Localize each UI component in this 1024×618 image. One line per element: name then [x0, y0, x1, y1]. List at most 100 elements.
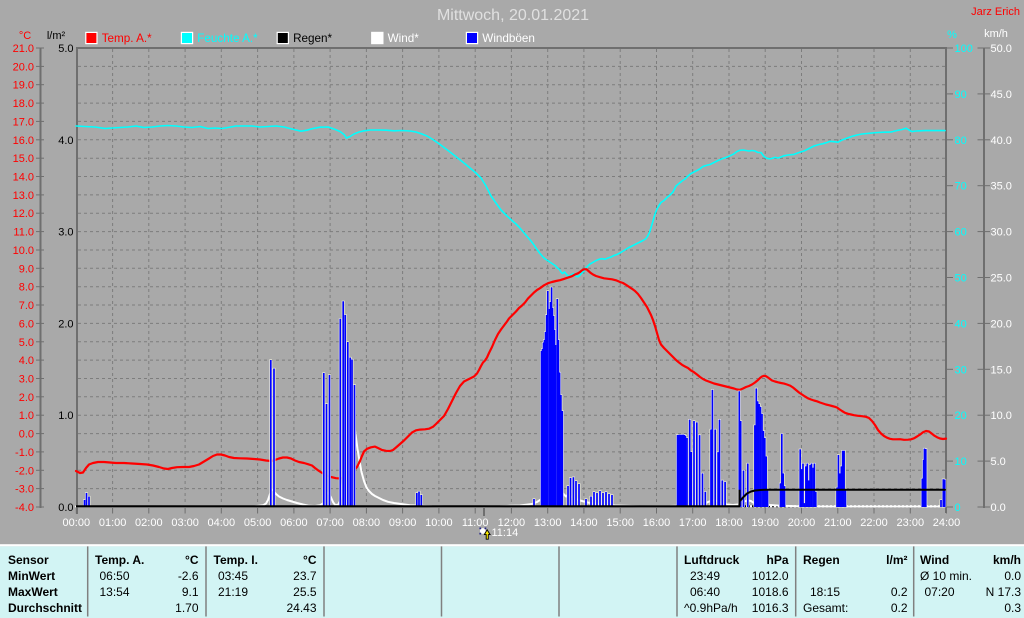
- svg-text:15.0: 15.0: [13, 153, 34, 165]
- svg-text:Gesamt:: Gesamt:: [803, 601, 848, 615]
- svg-text:2.0: 2.0: [19, 392, 34, 404]
- svg-text:90: 90: [955, 89, 967, 101]
- svg-text:Regen*: Regen*: [293, 32, 332, 45]
- svg-text:40.0: 40.0: [991, 135, 1012, 147]
- svg-text:20.0: 20.0: [13, 61, 34, 73]
- svg-text:l/m²: l/m²: [886, 553, 907, 567]
- svg-text:23:49: 23:49: [690, 569, 720, 583]
- svg-text:07:00: 07:00: [316, 517, 344, 529]
- svg-text:5.0: 5.0: [991, 456, 1006, 468]
- svg-text:24.43: 24.43: [286, 601, 316, 615]
- svg-text:16:00: 16:00: [643, 517, 671, 529]
- svg-text:11:14: 11:14: [492, 527, 519, 539]
- svg-text:13:00: 13:00: [534, 517, 562, 529]
- svg-text:04:00: 04:00: [208, 517, 236, 529]
- svg-text:80: 80: [955, 135, 967, 147]
- svg-text:23:00: 23:00: [897, 517, 925, 529]
- svg-text:19:00: 19:00: [751, 517, 779, 529]
- svg-text:11:00: 11:00: [462, 517, 489, 529]
- svg-text:05:00: 05:00: [244, 517, 272, 529]
- svg-text:N 17.3: N 17.3: [986, 585, 1022, 599]
- svg-text:03:00: 03:00: [171, 517, 199, 529]
- svg-text:50.0: 50.0: [991, 43, 1012, 55]
- svg-text:0.2: 0.2: [891, 585, 908, 599]
- svg-text:0.2: 0.2: [891, 601, 908, 615]
- svg-text:23.7: 23.7: [293, 569, 317, 583]
- svg-text:3.0: 3.0: [19, 374, 34, 386]
- svg-text:km/h: km/h: [993, 553, 1021, 567]
- svg-text:4.0: 4.0: [19, 355, 34, 367]
- svg-text:°C: °C: [19, 30, 31, 42]
- svg-text:hPa: hPa: [766, 553, 788, 567]
- svg-text:1012.0: 1012.0: [752, 569, 789, 583]
- svg-text:Temp. A.*: Temp. A.*: [102, 32, 152, 45]
- svg-text:5.0: 5.0: [58, 43, 73, 55]
- svg-text:06:40: 06:40: [690, 585, 720, 599]
- svg-text:%: %: [947, 29, 957, 41]
- svg-text:18:00: 18:00: [715, 517, 743, 529]
- svg-text:17:00: 17:00: [679, 517, 707, 529]
- svg-text:00:00: 00:00: [63, 517, 91, 529]
- svg-text:-4.0: -4.0: [15, 502, 34, 514]
- svg-text:°C: °C: [185, 553, 199, 567]
- svg-text:-2.6: -2.6: [178, 569, 199, 583]
- svg-text:15.0: 15.0: [991, 364, 1012, 376]
- svg-text:MinWert: MinWert: [8, 569, 55, 583]
- svg-text:06:50: 06:50: [100, 569, 130, 583]
- svg-text:Wind: Wind: [920, 553, 949, 567]
- svg-text:7.0: 7.0: [19, 300, 34, 312]
- svg-text:1.70: 1.70: [175, 601, 199, 615]
- svg-text:1.0: 1.0: [19, 410, 34, 422]
- svg-text:12.0: 12.0: [13, 208, 34, 220]
- svg-text:13.0: 13.0: [13, 190, 34, 202]
- svg-text:18:15: 18:15: [810, 585, 840, 599]
- svg-text:06:00: 06:00: [280, 517, 308, 529]
- svg-text:Feuchte A.*: Feuchte A.*: [197, 32, 258, 45]
- svg-text:0.0: 0.0: [1004, 569, 1021, 583]
- svg-text:Temp. A.: Temp. A.: [95, 553, 144, 567]
- svg-text:2.0: 2.0: [58, 318, 73, 330]
- svg-text:3.0: 3.0: [58, 227, 73, 239]
- svg-text:09:00: 09:00: [389, 517, 417, 529]
- svg-text:20:00: 20:00: [788, 517, 816, 529]
- svg-text:0.0: 0.0: [58, 502, 73, 514]
- svg-text:10: 10: [955, 456, 967, 468]
- svg-text:Mittwoch, 20.01.2021: Mittwoch, 20.01.2021: [437, 7, 589, 24]
- svg-text:30: 30: [955, 364, 967, 376]
- svg-text:°C: °C: [303, 553, 317, 567]
- svg-text:8.0: 8.0: [19, 282, 34, 294]
- svg-text:17.0: 17.0: [13, 116, 34, 128]
- svg-text:14:00: 14:00: [570, 517, 598, 529]
- svg-text:40: 40: [955, 318, 967, 330]
- svg-text:-1.0: -1.0: [15, 447, 34, 459]
- svg-text:12:00: 12:00: [498, 517, 526, 529]
- svg-text:l/m²: l/m²: [47, 30, 66, 42]
- svg-text:22:00: 22:00: [860, 517, 888, 529]
- svg-text:Durchschnitt: Durchschnitt: [8, 601, 82, 615]
- svg-text:02:00: 02:00: [135, 517, 163, 529]
- svg-text:1016.3: 1016.3: [752, 601, 789, 615]
- svg-text:-3.0: -3.0: [15, 484, 34, 496]
- svg-text:^0.9hPa/h: ^0.9hPa/h: [684, 601, 738, 615]
- svg-text:1.0: 1.0: [58, 410, 73, 422]
- svg-text:Windböen: Windböen: [482, 32, 535, 45]
- svg-text:6.0: 6.0: [19, 318, 34, 330]
- svg-text:Regen: Regen: [803, 553, 840, 567]
- svg-text:08:00: 08:00: [353, 517, 381, 529]
- svg-text:11.0: 11.0: [13, 227, 34, 239]
- svg-text:21:00: 21:00: [824, 517, 852, 529]
- svg-text:18.0: 18.0: [13, 98, 34, 110]
- svg-text:25.0: 25.0: [991, 273, 1012, 285]
- svg-text:100: 100: [955, 43, 973, 55]
- svg-text:0.0: 0.0: [991, 502, 1006, 514]
- svg-text:03:45: 03:45: [218, 569, 248, 583]
- svg-text:24:00: 24:00: [933, 517, 961, 529]
- svg-text:70: 70: [955, 181, 967, 193]
- svg-text:0.0: 0.0: [19, 429, 34, 441]
- svg-text:km/h: km/h: [984, 28, 1008, 40]
- svg-text:10:00: 10:00: [425, 517, 453, 529]
- svg-text:21.0: 21.0: [13, 43, 34, 55]
- svg-text:13:54: 13:54: [100, 585, 130, 599]
- svg-text:15:00: 15:00: [606, 517, 634, 529]
- svg-text:60: 60: [955, 227, 967, 239]
